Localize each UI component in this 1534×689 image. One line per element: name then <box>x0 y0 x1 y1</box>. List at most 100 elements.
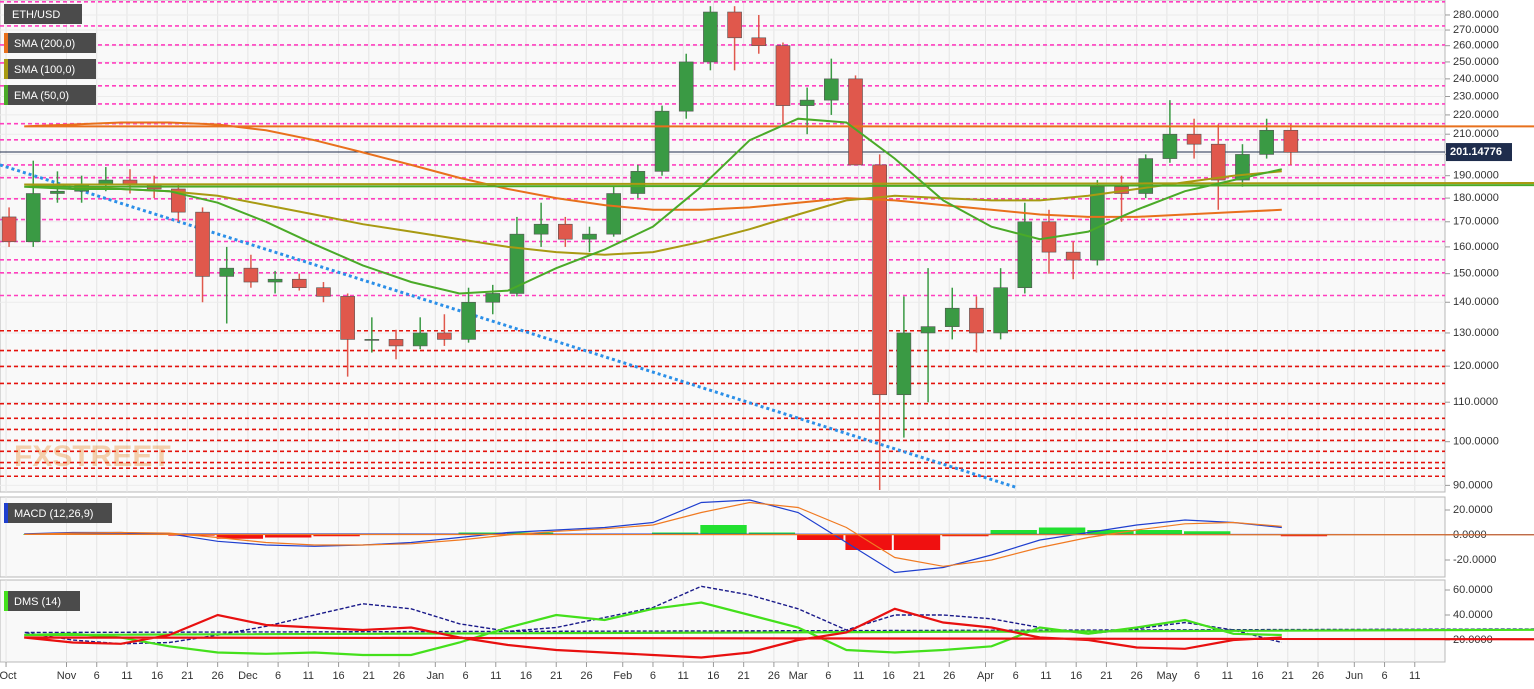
legend: ETH/USD SMA (200,0) SMA (100,0) EMA (50,0)… <box>4 4 112 611</box>
candle-body <box>364 339 380 341</box>
histogram-bar <box>845 535 892 550</box>
legend-swatch <box>4 85 8 105</box>
x-tick-label: 11 <box>677 670 688 682</box>
y-tick-label: 190.0000 <box>1453 170 1499 182</box>
candle-body <box>799 99 815 106</box>
x-tick-label: 26 <box>212 670 224 682</box>
x-tick-label: 16 <box>707 670 719 682</box>
y-tick-label: 170.0000 <box>1453 216 1499 228</box>
y-tick-label: 230.0000 <box>1453 90 1499 102</box>
histogram-bar <box>1184 531 1231 535</box>
histogram-bar <box>1135 530 1183 535</box>
watermark: FXSTREET <box>14 440 171 473</box>
histogram-bar <box>700 525 747 535</box>
x-tick-label: Apr <box>977 670 994 682</box>
moving-average <box>24 117 1534 295</box>
x-tick-label: 16 <box>1070 670 1082 682</box>
candle-body <box>1065 251 1081 261</box>
x-tick-label: 6 <box>275 670 281 682</box>
legend-swatch <box>4 591 8 611</box>
x-tick-label: 6 <box>650 670 656 682</box>
indicator-line <box>24 601 1534 657</box>
candle-body <box>1259 129 1274 155</box>
candle-body <box>896 332 912 396</box>
y-tick-label: 110.0000 <box>1453 396 1498 408</box>
y-tick-label: 40.0000 <box>1453 609 1493 621</box>
y-tick-label: -20.0000 <box>1453 554 1496 566</box>
x-tick-label: 6 <box>825 670 831 682</box>
candle-body <box>25 193 41 243</box>
x-tick-label: Jun <box>1345 670 1363 682</box>
candle-body <box>1210 143 1226 181</box>
legend-label: DMS (14) <box>14 596 61 608</box>
histogram-bar <box>265 535 312 538</box>
candle-body <box>824 78 839 101</box>
x-tick-label: 11 <box>853 670 864 682</box>
x-tick-label: 26 <box>393 670 405 682</box>
x-tick-label: 26 <box>580 670 592 682</box>
y-tick-label: 130.0000 <box>1453 327 1499 339</box>
candle-body <box>703 11 718 63</box>
candle-body <box>1017 221 1033 289</box>
candle-body <box>412 332 428 347</box>
legend-label: EMA (50,0) <box>14 90 69 102</box>
y-tick-label: 150.0000 <box>1453 268 1499 280</box>
x-tick-label: Nov <box>57 670 77 682</box>
y-tick-label: 260.0000 <box>1453 40 1499 52</box>
legend-box <box>4 4 82 24</box>
y-tick-label: 100.0000 <box>1453 436 1499 448</box>
candle-body <box>630 171 646 194</box>
legend-box <box>4 85 96 105</box>
candle-body <box>50 190 65 194</box>
histogram-bar <box>893 535 941 550</box>
legend-entries: SMA (200,0) SMA (100,0) EMA (50,0) <box>4 33 96 105</box>
x-tick-label: 26 <box>1312 670 1324 682</box>
candle-body <box>267 278 283 283</box>
histogram-bar <box>942 535 989 537</box>
candle-body <box>195 211 210 277</box>
candle-body <box>993 287 1008 334</box>
legend-box <box>4 59 96 79</box>
candle-body <box>316 287 331 297</box>
y-tick-label: 250.0000 <box>1453 56 1499 68</box>
candle-body <box>340 296 355 340</box>
x-tick-label: 26 <box>1131 670 1143 682</box>
moving-average <box>24 121 1534 218</box>
x-tick-label: 16 <box>883 670 895 682</box>
y-tick-label: 180.0000 <box>1453 192 1499 204</box>
candle-body <box>558 223 573 240</box>
legend-box <box>4 591 80 611</box>
x-tick-label: Dec <box>238 670 258 682</box>
y-tick-label: 210.0000 <box>1453 128 1499 140</box>
legend-box <box>4 33 96 53</box>
y-tick-label: 140.0000 <box>1453 296 1499 308</box>
dms-panel <box>0 579 1446 663</box>
candle-body <box>437 332 452 340</box>
x-tick-label: 11 <box>121 670 132 682</box>
candle-body <box>727 11 742 39</box>
legend-swatch <box>4 33 8 53</box>
indicator-line <box>24 499 1534 574</box>
candle-body <box>969 307 984 334</box>
histogram-bar <box>990 530 1037 535</box>
candle-body <box>219 267 235 277</box>
candle-body <box>582 233 597 240</box>
histogram-bar <box>797 535 844 540</box>
x-tick-label: 6 <box>1381 670 1387 682</box>
candle-body <box>775 45 791 106</box>
candle-body <box>388 339 404 347</box>
x-tick-label: 21 <box>550 670 562 682</box>
candle-body <box>1186 133 1202 145</box>
legend-swatch <box>4 503 8 523</box>
legend-label: ETH/USD <box>12 9 60 21</box>
candle-body <box>944 307 960 327</box>
x-tick-label: 21 <box>181 670 193 682</box>
candle-body <box>751 37 767 46</box>
y-tick-label: 280.0000 <box>1453 9 1499 21</box>
last-price-label: 201.14776 <box>1450 146 1502 158</box>
x-tick-label: 16 <box>1251 670 1263 682</box>
candle-body <box>848 78 863 166</box>
x-tick-label: 21 <box>1100 670 1112 682</box>
